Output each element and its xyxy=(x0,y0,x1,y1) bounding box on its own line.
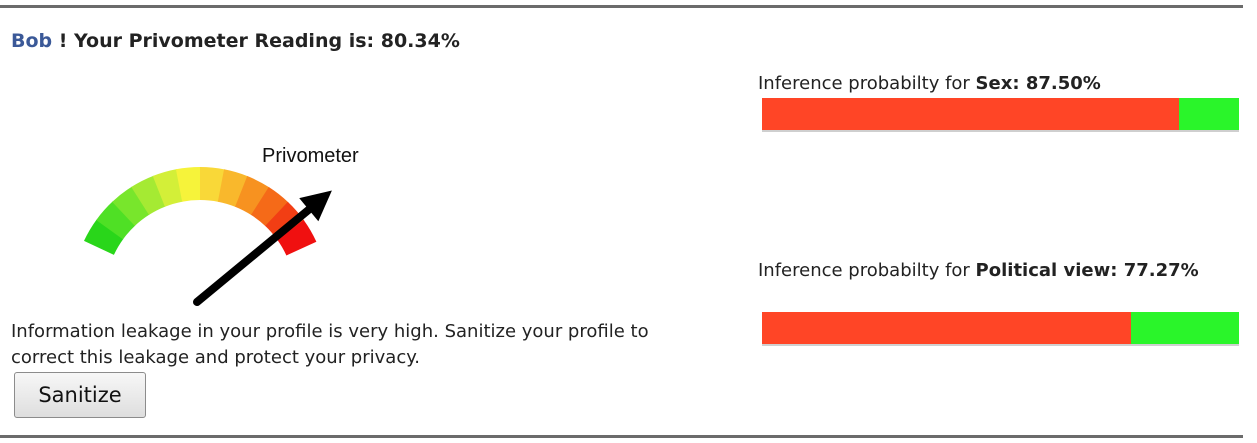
gauge-segment xyxy=(265,201,305,240)
user-name-link[interactable]: Bob xyxy=(11,30,53,52)
top-divider xyxy=(0,5,1243,8)
gauge-needle-arrowhead xyxy=(299,190,332,222)
inference-political-view-label: Inference probabilty for Political view:… xyxy=(758,260,1243,281)
inference-sex-label: Inference probabilty for Sex: 87.50% xyxy=(758,73,1243,94)
inference-sex: Inference probabilty for Sex: 87.50% xyxy=(758,73,1243,132)
privometer-reading-heading: Bob ! Your Privometer Reading is: 80.34% xyxy=(11,30,460,52)
gauge-segment xyxy=(200,167,225,202)
sanitize-button[interactable]: Sanitize xyxy=(14,372,146,418)
inference-prefix: Inference probabilty for xyxy=(758,260,976,281)
inference-category: Political view: 77.27% xyxy=(975,260,1199,281)
gauge-segment xyxy=(83,219,124,255)
inference-sex-bar xyxy=(762,98,1239,132)
inference-political-view-fill xyxy=(762,312,1131,344)
gauge-needle xyxy=(193,205,313,306)
gauge-label: Privometer xyxy=(262,145,359,167)
privometer-gauge xyxy=(70,140,390,320)
gauge-segment xyxy=(112,186,150,226)
gauge-segment xyxy=(217,169,249,207)
inference-category: Sex: 87.50% xyxy=(975,73,1101,94)
gauge-segment xyxy=(277,220,317,256)
inference-sex-fill xyxy=(762,98,1180,130)
bottom-divider xyxy=(0,435,1243,438)
reading-text: ! Your Privometer Reading is: 80.34% xyxy=(52,30,460,52)
gauge-segment xyxy=(96,201,136,240)
gauge-segment xyxy=(235,176,270,216)
gauge-segment xyxy=(251,187,289,227)
gauge-graphic xyxy=(83,167,332,306)
inference-political-view: Inference probabilty for Political view:… xyxy=(758,260,1243,346)
leakage-message: Information leakage in your profile is v… xyxy=(11,321,649,368)
inference-prefix: Inference probabilty for xyxy=(758,73,976,94)
gauge-segment xyxy=(175,167,201,202)
gauge-segment xyxy=(152,169,183,207)
inference-political-view-bar xyxy=(762,312,1239,346)
